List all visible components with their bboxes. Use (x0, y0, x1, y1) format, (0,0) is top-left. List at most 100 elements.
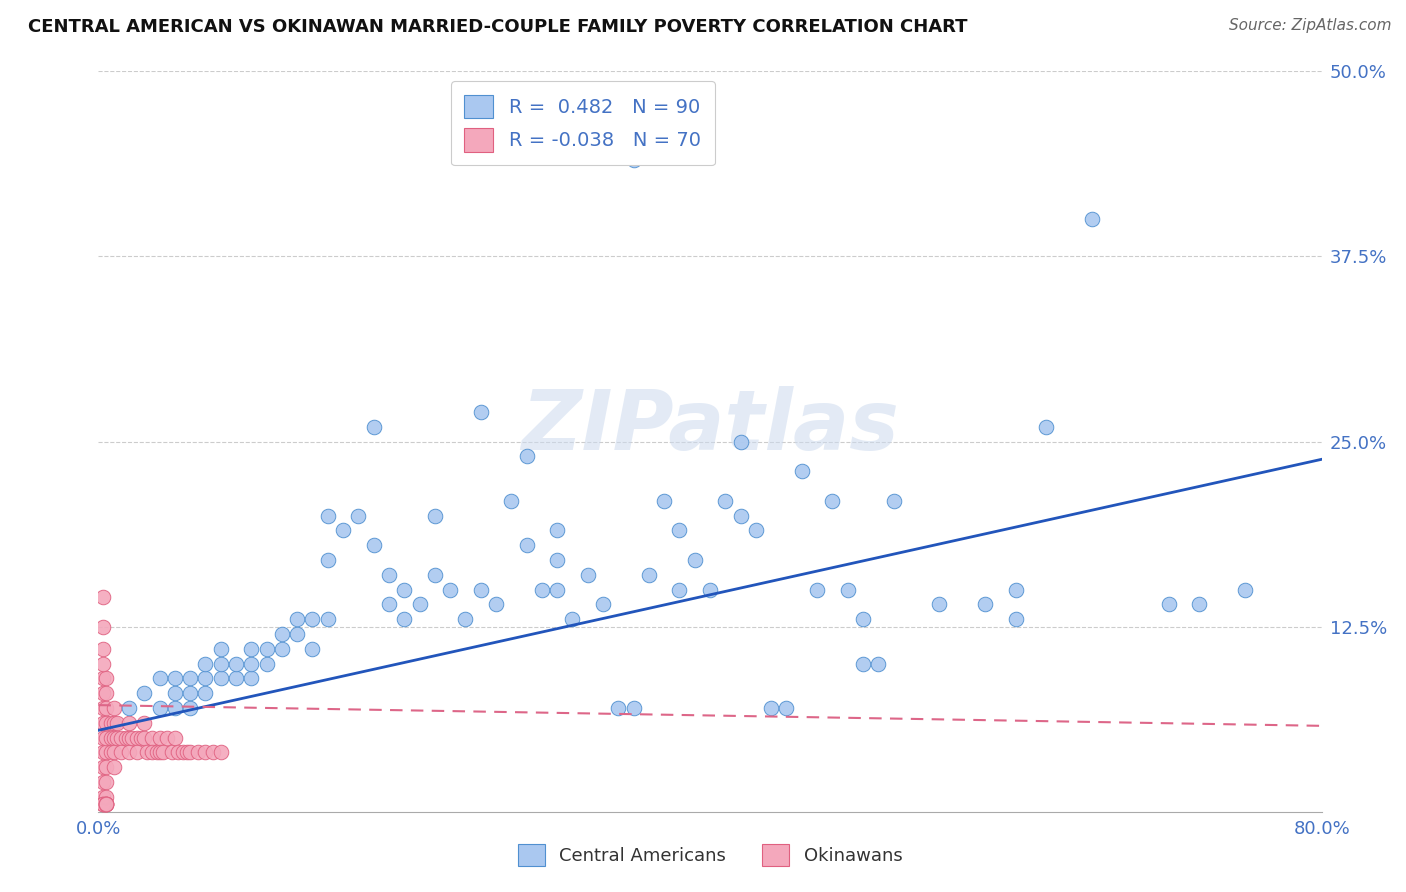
Point (392, 612, 416, 626)
Point (145, 746, 167, 760)
Point (607, 701, 630, 715)
Point (134, 731, 156, 745)
Point (136, 746, 159, 760)
Point (100, 715, 122, 730)
Point (94, 797, 117, 812)
Point (194, 746, 217, 760)
Point (100, 746, 122, 760)
Point (270, 641, 292, 656)
Point (91, 789, 114, 804)
Point (163, 686, 186, 700)
Point (115, 731, 138, 745)
Point (100, 731, 122, 745)
Point (423, 508, 446, 523)
Point (745, 524, 768, 538)
Point (408, 598, 430, 612)
Point (149, 672, 172, 686)
Point (501, 493, 523, 508)
Point (141, 731, 163, 745)
Point (730, 508, 752, 523)
Point (94, 797, 117, 812)
Point (163, 701, 186, 715)
Point (103, 715, 125, 730)
Point (94, 789, 117, 804)
Point (91, 657, 114, 671)
Text: CENTRAL AMERICAN VS OKINAWAN MARRIED-COUPLE FAMILY POVERTY CORRELATION CHART: CENTRAL AMERICAN VS OKINAWAN MARRIED-COU… (28, 18, 967, 36)
Point (134, 715, 156, 730)
Point (91, 686, 114, 700)
Point (94, 797, 117, 812)
Point (118, 746, 141, 760)
Point (91, 797, 114, 812)
Point (546, 553, 568, 567)
Point (1188, 598, 1211, 612)
Text: ZIPatlas: ZIPatlas (522, 386, 898, 467)
Point (974, 598, 997, 612)
Point (454, 612, 477, 626)
Point (167, 746, 190, 760)
Point (160, 746, 183, 760)
Point (163, 672, 186, 686)
Point (301, 612, 323, 626)
Point (118, 715, 141, 730)
Point (91, 619, 114, 633)
Point (194, 672, 217, 686)
Point (91, 797, 114, 812)
Point (928, 598, 950, 612)
Point (1157, 598, 1180, 612)
Point (209, 746, 232, 760)
Point (1081, 212, 1104, 227)
Point (103, 731, 125, 745)
Point (163, 731, 186, 745)
Point (91, 641, 114, 656)
Point (149, 746, 172, 760)
Point (1004, 582, 1026, 597)
Point (790, 464, 813, 478)
Point (852, 657, 875, 671)
Point (194, 686, 217, 700)
Point (730, 434, 752, 449)
Point (821, 493, 844, 508)
Point (530, 582, 553, 597)
Point (1234, 582, 1257, 597)
Point (94, 760, 117, 774)
Legend: Central Americans, Okinawans: Central Americans, Okinawans (510, 837, 910, 873)
Point (561, 612, 583, 626)
Point (837, 582, 859, 597)
Point (129, 731, 152, 745)
Point (91, 760, 114, 774)
Point (347, 508, 370, 523)
Point (110, 746, 132, 760)
Point (363, 538, 385, 552)
Point (149, 731, 172, 745)
Point (470, 405, 492, 419)
Point (118, 701, 141, 715)
Point (156, 731, 179, 745)
Point (179, 701, 201, 715)
Point (176, 746, 198, 760)
Point (94, 731, 117, 745)
Point (91, 590, 114, 604)
Point (516, 450, 538, 464)
Point (209, 672, 232, 686)
Point (91, 672, 114, 686)
Point (285, 627, 308, 641)
Point (240, 641, 263, 656)
Point (668, 524, 690, 538)
Point (91, 701, 114, 715)
Point (179, 746, 201, 760)
Point (121, 731, 143, 745)
Point (546, 524, 568, 538)
Point (94, 701, 117, 715)
Point (94, 775, 117, 789)
Point (94, 686, 117, 700)
Point (202, 746, 225, 760)
Point (1004, 612, 1026, 626)
Point (256, 657, 278, 671)
Point (868, 657, 890, 671)
Point (576, 567, 599, 582)
Point (179, 686, 201, 700)
Point (714, 493, 737, 508)
Point (363, 419, 385, 434)
Point (91, 775, 114, 789)
